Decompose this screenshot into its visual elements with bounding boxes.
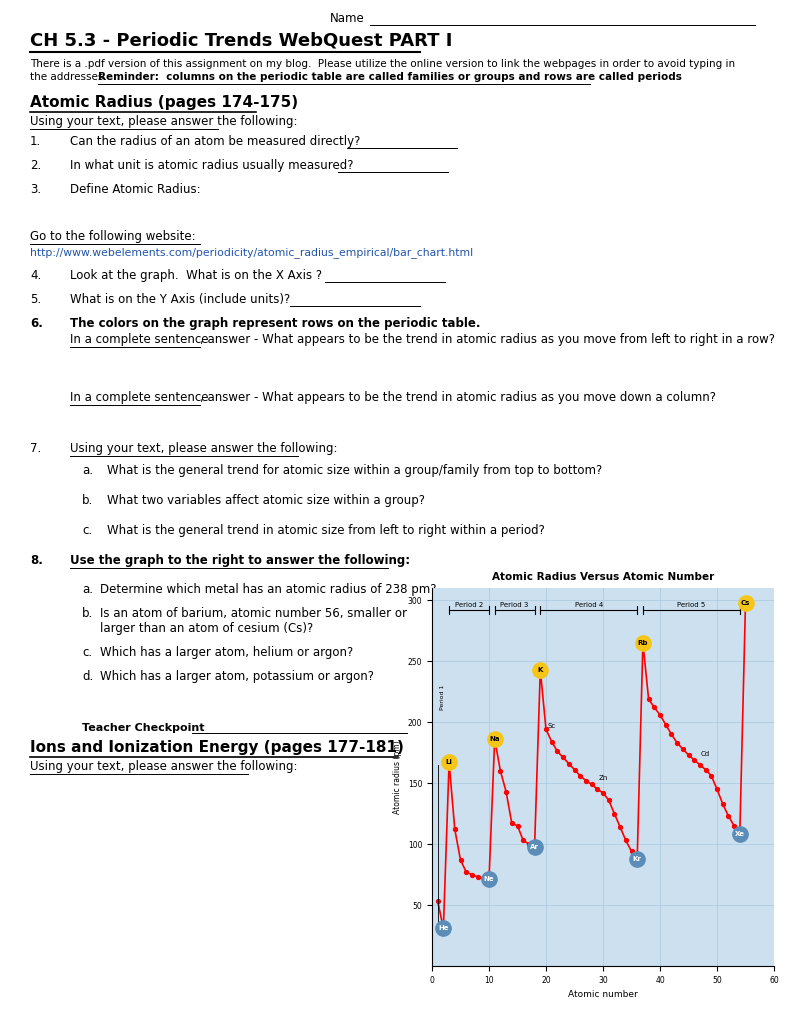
Text: Na: Na	[490, 736, 500, 742]
Text: Cd: Cd	[701, 752, 710, 758]
Text: Name: Name	[330, 12, 365, 25]
Text: Can the radius of an atom be measured directly?: Can the radius of an atom be measured di…	[70, 135, 361, 148]
Text: 7.: 7.	[30, 442, 41, 455]
Text: What is the general trend in atomic size from left to right within a period?: What is the general trend in atomic size…	[107, 524, 545, 537]
Text: http://www.webelements.com/periodicity/atomic_radius_empirical/bar_chart.html: http://www.webelements.com/periodicity/a…	[30, 247, 473, 258]
Text: The colors on the graph represent rows on the periodic table.: The colors on the graph represent rows o…	[70, 317, 480, 330]
Text: In what unit is atomic radius usually measured?: In what unit is atomic radius usually me…	[70, 159, 354, 172]
Text: Ar: Ar	[530, 844, 539, 850]
Text: What two variables affect atomic size within a group?: What two variables affect atomic size wi…	[107, 494, 425, 507]
Text: CH 5.3 - Periodic Trends WebQuest PART I: CH 5.3 - Periodic Trends WebQuest PART I	[30, 32, 452, 50]
Text: 4.: 4.	[30, 269, 41, 282]
Text: 8.: 8.	[30, 554, 43, 567]
Text: In a complete sentence: In a complete sentence	[70, 333, 209, 346]
Text: Define Atomic Radius:: Define Atomic Radius:	[70, 183, 201, 196]
Text: Reminder:  columns on the periodic table are called families or groups and rows : Reminder: columns on the periodic table …	[98, 72, 682, 82]
Text: c.: c.	[82, 646, 92, 659]
X-axis label: Atomic number: Atomic number	[568, 990, 638, 999]
Text: Li: Li	[445, 760, 452, 765]
Text: Teacher Checkpoint: Teacher Checkpoint	[82, 723, 205, 733]
Text: Period 1: Period 1	[440, 685, 445, 711]
Text: He: He	[438, 926, 448, 931]
Text: Kr: Kr	[633, 856, 642, 862]
Text: c.: c.	[82, 524, 92, 537]
Text: b.: b.	[82, 494, 93, 507]
Text: b.: b.	[82, 607, 93, 620]
Text: Using your text, please answer the following:: Using your text, please answer the follo…	[30, 760, 297, 773]
Text: Period 3: Period 3	[501, 601, 529, 607]
Text: 2.: 2.	[30, 159, 41, 172]
Text: 3.: 3.	[30, 183, 41, 196]
Text: Which has a larger atom, potassium or argon?: Which has a larger atom, potassium or ar…	[100, 670, 374, 683]
Text: K: K	[538, 667, 543, 673]
Text: What is the general trend for atomic size within a group/family from top to bott: What is the general trend for atomic siz…	[107, 464, 602, 477]
Text: Using your text, please answer the following:: Using your text, please answer the follo…	[70, 442, 338, 455]
Text: a.: a.	[82, 464, 93, 477]
Text: the addresses.: the addresses.	[30, 72, 113, 82]
Text: , answer - What appears to be the trend in atomic radius as you move from left t: , answer - What appears to be the trend …	[200, 333, 775, 346]
Text: Sc: Sc	[547, 723, 556, 729]
Text: Go to the following website:: Go to the following website:	[30, 230, 195, 243]
Text: Which has a larger atom, helium or argon?: Which has a larger atom, helium or argon…	[100, 646, 354, 659]
Text: Is an atom of barium, atomic number 56, smaller or: Is an atom of barium, atomic number 56, …	[100, 607, 407, 620]
Text: Rb: Rb	[638, 640, 648, 646]
Text: larger than an atom of cesium (Cs)?: larger than an atom of cesium (Cs)?	[100, 622, 313, 635]
Text: Period 5: Period 5	[677, 601, 706, 607]
Text: Atomic Radius Versus Atomic Number: Atomic Radius Versus Atomic Number	[492, 572, 714, 582]
Text: 6.: 6.	[30, 317, 43, 330]
Text: Ions and Ionization Energy (pages 177-181): Ions and Ionization Energy (pages 177-18…	[30, 740, 404, 755]
Text: Cs: Cs	[741, 600, 750, 605]
Text: Period 2: Period 2	[455, 601, 483, 607]
Text: There is a .pdf version of this assignment on my blog.  Please utilize the onlin: There is a .pdf version of this assignme…	[30, 59, 735, 69]
Text: 5.: 5.	[30, 293, 41, 306]
Text: Zn: Zn	[598, 775, 607, 780]
Text: d.: d.	[82, 670, 93, 683]
Text: Determine which metal has an atomic radius of 238 pm?: Determine which metal has an atomic radi…	[100, 583, 437, 596]
Text: a.: a.	[82, 583, 93, 596]
Text: Period 4: Period 4	[574, 601, 603, 607]
Text: In a complete sentence: In a complete sentence	[70, 391, 209, 404]
Text: 1.: 1.	[30, 135, 41, 148]
Text: Atomic Radius (pages 174-175): Atomic Radius (pages 174-175)	[30, 95, 298, 110]
Text: Use the graph to the right to answer the following:: Use the graph to the right to answer the…	[70, 554, 410, 567]
Y-axis label: Atomic radius (pm): Atomic radius (pm)	[393, 740, 402, 814]
Text: , answer - What appears to be the trend in atomic radius as you move down a colu: , answer - What appears to be the trend …	[200, 391, 716, 404]
Text: What is on the Y Axis (include units)?: What is on the Y Axis (include units)?	[70, 293, 290, 306]
Text: Look at the graph.  What is on the X Axis ?: Look at the graph. What is on the X Axis…	[70, 269, 322, 282]
Text: Ne: Ne	[483, 877, 494, 883]
Text: Using your text, please answer the following:: Using your text, please answer the follo…	[30, 115, 297, 128]
Text: Xe: Xe	[735, 831, 745, 838]
